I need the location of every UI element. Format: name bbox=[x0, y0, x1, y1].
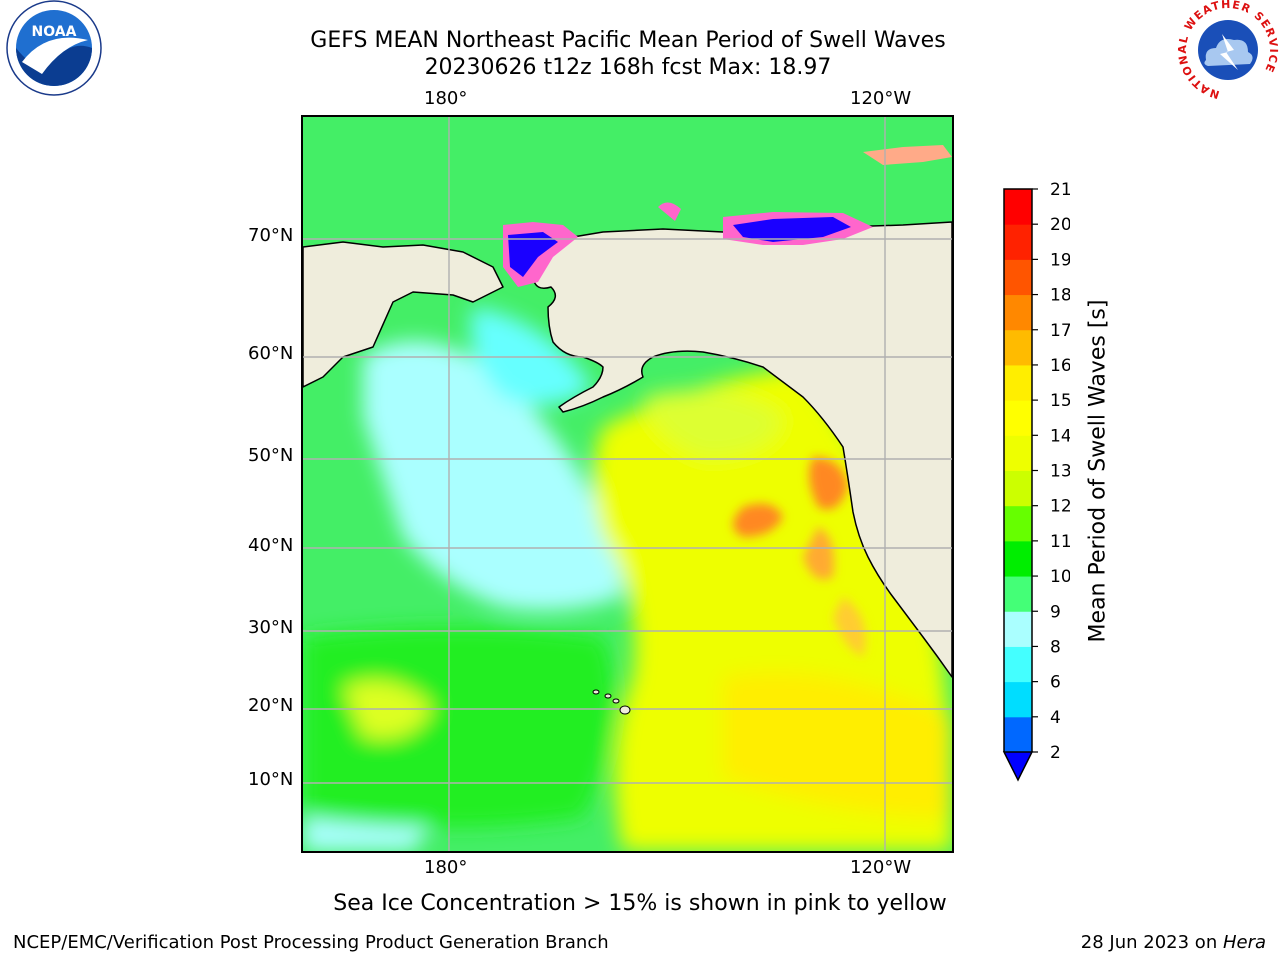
colorbar-segment bbox=[1004, 611, 1032, 647]
lon-label-bottom-180: 180° bbox=[424, 857, 468, 878]
lat-label-50n: 50°N bbox=[248, 445, 294, 466]
colorbar-tick-label: 11 bbox=[1050, 532, 1070, 552]
lat-label-40n: 40°N bbox=[248, 535, 294, 556]
colorbar-tick-label: 4 bbox=[1050, 708, 1061, 728]
colorbar-segment bbox=[1004, 189, 1032, 225]
footer-date-text: 28 Jun 2023 on bbox=[1080, 932, 1223, 953]
colorbar-segment bbox=[1004, 681, 1032, 718]
land-masses bbox=[303, 221, 952, 678]
noaa-logo: NOAA bbox=[2, 0, 106, 104]
footer-machine: Hera bbox=[1222, 932, 1266, 953]
colorbar-tick-label: 14 bbox=[1050, 426, 1070, 446]
colorbar-segment bbox=[1004, 329, 1032, 366]
colorbar-tick-label: 21 bbox=[1050, 180, 1070, 200]
chart-title-line1: GEFS MEAN Northeast Pacific Mean Period … bbox=[310, 28, 946, 53]
lat-label-20n: 20°N bbox=[248, 695, 294, 716]
colorbar-segment bbox=[1004, 470, 1032, 507]
colorbar-tick-label: 10 bbox=[1050, 567, 1070, 587]
colorbar-segment bbox=[1004, 435, 1032, 471]
noaa-logo-text: NOAA bbox=[32, 24, 77, 40]
footer-producer: NCEP/EMC/Verification Post Processing Pr… bbox=[13, 932, 609, 953]
colorbar-segment bbox=[1004, 716, 1032, 753]
colorbar-segment bbox=[1004, 646, 1032, 683]
footer-date: 28 Jun 2023 on Hera bbox=[1081, 932, 1266, 953]
colorbar-tick-label: 2 bbox=[1050, 743, 1061, 763]
colorbar-tick-label: 16 bbox=[1050, 356, 1070, 376]
colorbar-tick-label: 18 bbox=[1050, 286, 1070, 306]
sea-ice-note: Sea Ice Concentration > 15% is shown in … bbox=[333, 891, 947, 916]
colorbar-segment bbox=[1004, 224, 1032, 260]
colorbar-tick-label: 20 bbox=[1050, 215, 1070, 235]
colorbar: 2 4 6 8 9 10 11 12 13 14 15 16 17 18 19 20 21 bbox=[1000, 180, 1072, 790]
colorbar-segment bbox=[1004, 294, 1032, 331]
colorbar-segment bbox=[1004, 400, 1032, 436]
colorbar-segment bbox=[1004, 259, 1032, 296]
colorbar-tick-label: 12 bbox=[1050, 497, 1070, 517]
colorbar-tick-label: 17 bbox=[1050, 321, 1070, 341]
lon-label-top-120w: 120°W bbox=[850, 88, 912, 109]
lat-label-60n: 60°N bbox=[248, 343, 294, 364]
colorbar-tick-label: 13 bbox=[1050, 462, 1070, 482]
hawaii-islands bbox=[592, 689, 631, 715]
colorbar-under-triangle bbox=[1002, 751, 1034, 782]
colorbar-segment bbox=[1004, 505, 1032, 542]
colorbar-label: Mean Period of Swell Waves [s] bbox=[1085, 299, 1111, 643]
colorbar-tick-label: 9 bbox=[1050, 602, 1061, 622]
lat-label-10n: 10°N bbox=[248, 769, 294, 790]
lon-label-bottom-120w: 120°W bbox=[850, 857, 912, 878]
colorbar-tick-label: 15 bbox=[1050, 391, 1070, 411]
colorbar-segment bbox=[1004, 540, 1032, 577]
colorbar-tick-label: 19 bbox=[1050, 250, 1070, 270]
map-panel bbox=[301, 115, 954, 853]
chart-title-line2: 20230626 t12z 168h fcst Max: 18.97 bbox=[424, 55, 832, 80]
colorbar-tick-label: 6 bbox=[1050, 673, 1061, 693]
lat-label-30n: 30°N bbox=[248, 617, 294, 638]
nws-logo: NATIONAL WEATHER SERVICE bbox=[1176, 0, 1280, 104]
lon-label-top-180: 180° bbox=[424, 88, 468, 109]
colorbar-segment bbox=[1004, 364, 1032, 401]
colorbar-tick-label: 8 bbox=[1050, 637, 1061, 657]
lat-label-70n: 70°N bbox=[248, 225, 294, 246]
colorbar-segment bbox=[1004, 576, 1032, 612]
